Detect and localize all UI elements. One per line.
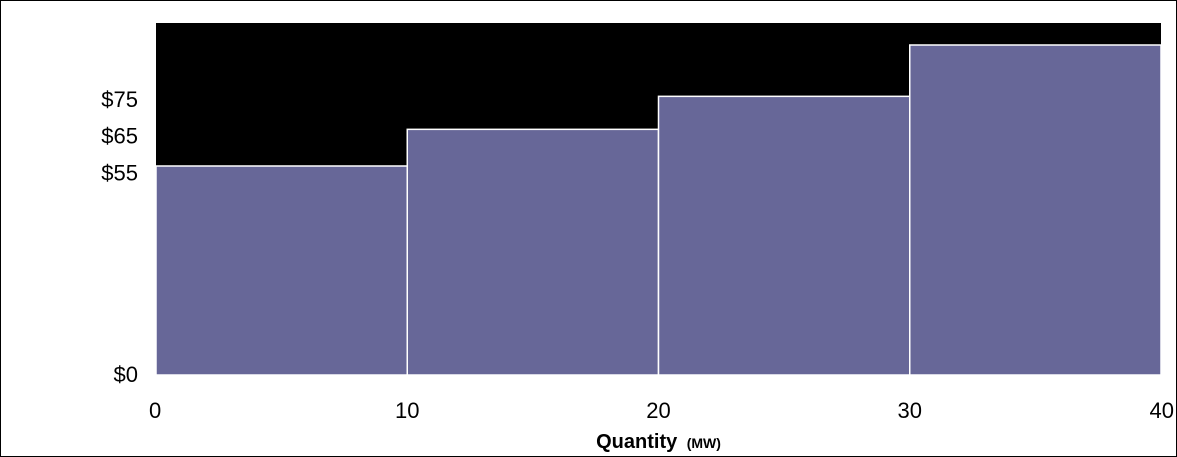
y-axis-tick-labels: $0 $55 $65 $75 (101, 87, 138, 387)
y-tick-label: $65 (101, 124, 138, 149)
bar-4 (909, 44, 1162, 376)
x-axis-title-unit: (MW) (687, 435, 721, 451)
bar-2 (406, 128, 660, 376)
bar-1 (155, 165, 408, 376)
x-axis-tick-labels: 0 10 20 30 40 (149, 398, 1174, 423)
y-tick-label: $55 (101, 160, 138, 185)
bar-3 (657, 95, 911, 376)
x-tick-label: 10 (395, 398, 419, 423)
x-tick-label: 0 (149, 398, 161, 423)
y-tick-label: $0 (114, 362, 138, 387)
x-tick-label: 40 (1150, 398, 1174, 423)
bars-group (155, 44, 1162, 376)
y-tick-label: $75 (101, 87, 138, 112)
x-axis-title: Quantity (MW) (596, 431, 721, 453)
x-axis-title-main: Quantity (596, 431, 678, 453)
x-tick-label: 30 (898, 398, 922, 423)
x-tick-label: 20 (646, 398, 670, 423)
